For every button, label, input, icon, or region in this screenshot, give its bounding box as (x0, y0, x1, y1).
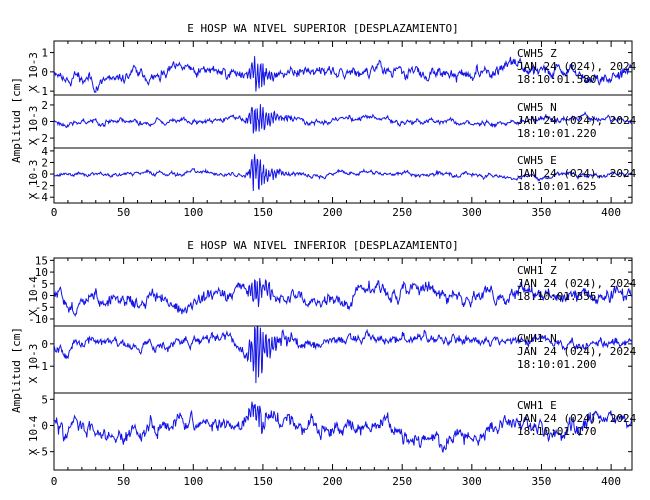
x-tick-label: 50 (117, 206, 130, 219)
x-tick-label: 300 (462, 475, 482, 488)
trace-date: JAN 24 (024), 2024 (517, 412, 637, 425)
x-tick-label: 400 (601, 475, 621, 488)
panel-title: E HOSP WA NIVEL SUPERIOR [DESPLAZAMIENTO… (187, 22, 459, 35)
trace-date: JAN 24 (024), 2024 (517, 60, 637, 73)
y-tick-label: 0 (41, 290, 48, 303)
waveform-trace (53, 104, 633, 134)
x-tick-label: 50 (117, 475, 130, 488)
station-component-label: CWH1 E (517, 399, 557, 412)
y-tick-label: -10 (28, 313, 48, 326)
lower-panel: E HOSP WA NIVEL INFERIOR [DESPLAZAMIENTO… (10, 239, 637, 488)
y-tick-label: 0 (41, 338, 48, 351)
y-tick-label: 0 (41, 66, 48, 79)
trace-start-time: 18:10:01.625 (517, 180, 596, 193)
station-component-label: CWH1 N (517, 332, 557, 345)
y-axis-label: Amplitud [cm] (10, 77, 23, 163)
waveform-trace (53, 56, 633, 94)
y-tick-label: 4 (41, 145, 48, 158)
y-tick-label: 10 (35, 266, 48, 279)
x-tick-label: 100 (183, 475, 203, 488)
scale-multiplier: X 10-3 (27, 344, 40, 384)
y-tick-label: 0 (41, 168, 48, 181)
scale-multiplier: X 10-4 (27, 415, 40, 455)
x-tick-label: 0 (51, 206, 58, 219)
scale-multiplier: X 10-4 (27, 276, 40, 316)
x-tick-label: 200 (323, 475, 343, 488)
x-tick-label: 400 (601, 206, 621, 219)
trace-start-time: 18:10:01.200 (517, 358, 596, 371)
y-tick-label: 0 (41, 116, 48, 129)
panel-title: E HOSP WA NIVEL INFERIOR [DESPLAZAMIENTO… (187, 239, 459, 252)
x-tick-label: 350 (532, 475, 552, 488)
y-tick-label: 5 (41, 393, 48, 406)
x-tick-label: 350 (532, 206, 552, 219)
y-tick-label: 0 (41, 419, 48, 432)
y-tick-label: 15 (35, 254, 48, 267)
y-tick-label: -4 (35, 191, 49, 204)
y-axis-label: Amplitud [cm] (10, 327, 23, 413)
x-tick-label: 100 (183, 206, 203, 219)
trace-date: JAN 24 (024), 2024 (517, 114, 637, 127)
x-tick-label: 150 (253, 475, 273, 488)
x-tick-label: 200 (323, 206, 343, 219)
upper-panel: E HOSP WA NIVEL SUPERIOR [DESPLAZAMIENTO… (10, 22, 637, 219)
y-tick-label: 1 (41, 47, 48, 60)
waveform-trace (53, 278, 633, 318)
trace-start-time: 18:10:01.555 (517, 290, 596, 303)
y-tick-label: -2 (35, 132, 48, 145)
y-tick-label: 2 (41, 156, 48, 169)
scale-multiplier: X 10-3 (27, 160, 40, 200)
trace-frame (53, 392, 633, 471)
waveform-trace (53, 154, 633, 192)
y-tick-label: -2 (35, 180, 48, 193)
station-component-label: CWH5 E (517, 154, 557, 167)
y-tick-label: 2 (41, 99, 48, 112)
waveform-trace (53, 401, 633, 453)
trace-start-time: 18:10:01.580 (517, 73, 596, 86)
station-component-label: CWH5 N (517, 101, 557, 114)
x-tick-label: 150 (253, 206, 273, 219)
station-component-label: CWH1 Z (517, 264, 557, 277)
y-tick-label: -1 (35, 85, 48, 98)
scale-multiplier: X 10-3 (27, 52, 40, 92)
y-tick-label: -1 (35, 360, 48, 373)
trace-start-time: 18:10:01.220 (517, 127, 596, 140)
scale-multiplier: X 10-3 (27, 106, 40, 146)
x-tick-label: 250 (392, 206, 412, 219)
x-tick-label: 250 (392, 475, 412, 488)
x-tick-label: 0 (51, 475, 58, 488)
trace-date: JAN 24 (024), 2024 (517, 345, 637, 358)
y-tick-label: -5 (35, 301, 48, 314)
trace-start-time: 18:10:01.170 (517, 425, 596, 438)
x-tick-label: 300 (462, 206, 482, 219)
y-tick-label: 5 (41, 278, 48, 291)
trace-date: JAN 24 (024), 2024 (517, 277, 637, 290)
station-component-label: CWH5 Z (517, 47, 557, 60)
waveform-trace (53, 326, 633, 384)
y-tick-label: -5 (35, 446, 48, 459)
trace-date: JAN 24 (024), 2024 (517, 167, 637, 180)
